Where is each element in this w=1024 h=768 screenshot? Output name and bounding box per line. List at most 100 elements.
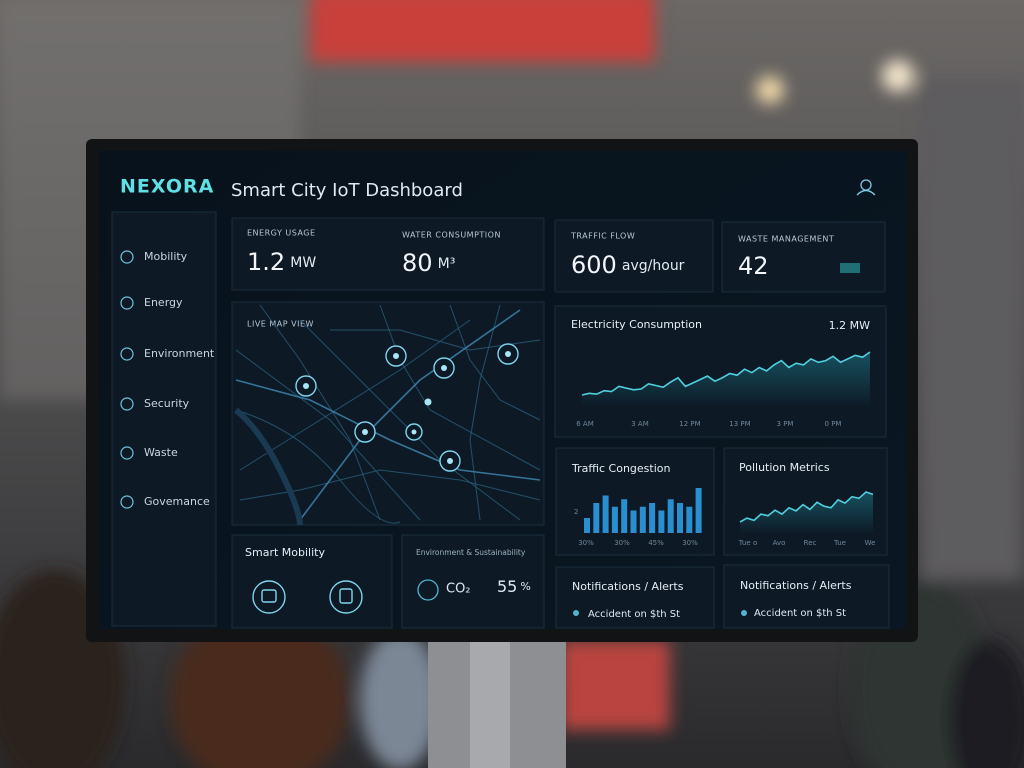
area xyxy=(582,352,870,407)
x-tick-label: 30% xyxy=(578,539,594,547)
area xyxy=(740,492,873,534)
card-title: Notifications / Alerts xyxy=(572,580,684,593)
bar xyxy=(639,506,646,533)
alert-icon xyxy=(741,610,747,616)
x-tick-label: 13 PM xyxy=(729,420,750,428)
unit: M³ xyxy=(438,256,456,272)
bar xyxy=(686,506,693,533)
alert-item[interactable]: Accident on $th St xyxy=(588,609,680,620)
map xyxy=(234,304,541,526)
unit: avg/hour xyxy=(622,258,685,274)
alert-item[interactable]: Accident on $th St xyxy=(754,608,846,619)
bar xyxy=(621,499,628,533)
x-tick-label: 6 AM xyxy=(576,420,594,428)
nav-item[interactable]: Mobility xyxy=(120,250,188,264)
nav-icon xyxy=(120,397,134,411)
card-title: Electricity Consumption xyxy=(571,318,702,331)
bar xyxy=(677,503,683,533)
nav-label: Energy xyxy=(144,296,183,309)
x-tick-label: Rec xyxy=(804,539,817,547)
stat-label: WASTE MANAGEMENT xyxy=(738,235,834,244)
stat-label: ENERGY USAGE xyxy=(247,229,316,238)
environment-card xyxy=(401,534,545,629)
x-tick-label: 30% xyxy=(682,539,698,547)
current-value: 1.2 MW xyxy=(829,319,870,332)
dashboard-title: Smart City IoT Dashboard xyxy=(231,180,463,201)
bar xyxy=(630,510,637,533)
nav-label: Security xyxy=(144,397,190,410)
nav-item[interactable]: Govemance xyxy=(120,495,210,509)
x-tick-label: 45% xyxy=(648,539,664,547)
stat-card xyxy=(231,217,545,291)
bar xyxy=(593,503,600,533)
card-title: Notifications / Alerts xyxy=(740,579,852,592)
bar xyxy=(667,499,674,533)
nav-label: Environment xyxy=(144,347,215,360)
alert-icon xyxy=(573,610,579,616)
map-card xyxy=(231,301,545,526)
env-icon xyxy=(417,579,439,601)
dashboard: NEXORA Smart City IoT Dashboard Mobility… xyxy=(111,176,890,629)
nav: Mobility Energy Environment Security Waste Go… xyxy=(120,250,215,509)
card-title: Smart Mobility xyxy=(245,546,325,559)
nav-icon xyxy=(120,296,134,310)
x-tick-label: Avo xyxy=(773,539,786,547)
stat-card xyxy=(554,219,714,293)
x-tick-label: 3 AM xyxy=(631,420,649,428)
nav-label: Govemance xyxy=(144,495,210,508)
status-badge xyxy=(840,263,860,273)
mobility-icons xyxy=(252,580,363,614)
nav-label: Waste xyxy=(144,446,178,459)
card-title: Pollution Metrics xyxy=(739,461,830,474)
unit: MW xyxy=(290,255,316,271)
stat-label: WATER CONSUMPTION xyxy=(402,231,501,240)
stat-value: 600 avg/hour xyxy=(571,251,685,279)
nav-icon xyxy=(120,347,134,361)
bar xyxy=(602,495,609,533)
traffic-card xyxy=(555,447,715,556)
nav-icon xyxy=(120,495,134,509)
x-tick-label: We xyxy=(865,539,876,547)
value: 600 xyxy=(571,251,617,279)
x-tick-label: 12 PM xyxy=(679,420,700,428)
bar xyxy=(658,510,665,533)
bar xyxy=(584,518,590,533)
mobility-card xyxy=(231,534,393,629)
bar xyxy=(649,503,656,533)
brand: NEXORA xyxy=(120,176,214,198)
x-tick-label: 30% xyxy=(614,539,630,547)
stat-card xyxy=(721,221,886,293)
nav-item[interactable]: Energy xyxy=(120,296,183,310)
value: 80 xyxy=(402,249,433,277)
x-tick-label: Tue o xyxy=(738,539,757,547)
nav-label: Mobility xyxy=(144,250,188,263)
user-button[interactable] xyxy=(856,179,876,196)
value: 1.2 xyxy=(247,248,285,276)
nav-item[interactable]: Waste xyxy=(120,446,178,460)
gas: CO₂ xyxy=(446,582,471,597)
stat-value: 1.2 MW xyxy=(247,248,316,276)
stat-label: TRAFFIC FLOW xyxy=(570,232,635,241)
line xyxy=(739,491,874,523)
bar xyxy=(611,506,618,533)
stat-value: 42 xyxy=(738,252,769,280)
nav-item[interactable]: Security xyxy=(120,397,190,411)
bar xyxy=(695,488,702,533)
map-title: LIVE MAP VIEW xyxy=(247,320,314,329)
x-tick-label: 3 PM xyxy=(777,420,794,428)
unit: % xyxy=(520,580,530,593)
percent: 55% xyxy=(497,577,531,596)
sidebar xyxy=(111,211,217,627)
alert-card xyxy=(723,564,890,629)
card-title: Traffic Congestion xyxy=(571,462,671,475)
x-tick-label: Tue xyxy=(833,539,846,547)
stat-value: 80 M³ xyxy=(402,249,455,277)
nav-icon xyxy=(120,250,134,264)
alert-card xyxy=(555,566,715,629)
y-label: 2 xyxy=(574,508,578,516)
nav-item[interactable]: Environment xyxy=(120,347,215,361)
x-tick-label: 0 PM xyxy=(825,420,842,428)
value: 55 xyxy=(497,577,517,596)
card-title: Environment & Sustainability xyxy=(416,548,526,557)
